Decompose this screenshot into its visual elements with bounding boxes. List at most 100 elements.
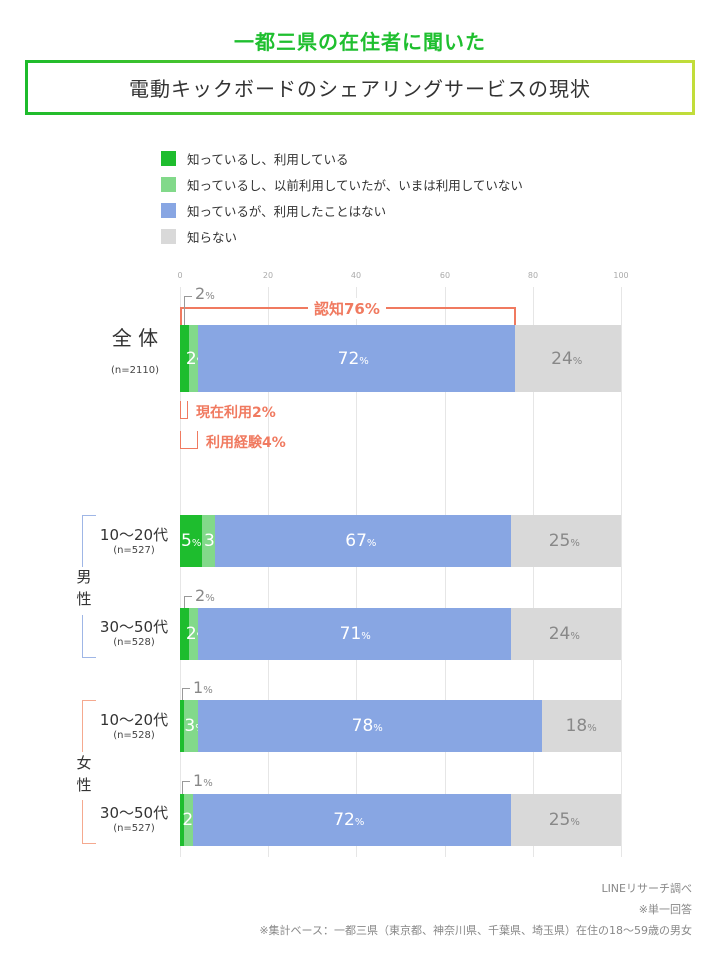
stacked-bar-female-30-50: 2% 72% 25%	[180, 794, 621, 846]
seg-value: 24%	[549, 624, 580, 644]
callout-value: 2%	[195, 586, 215, 605]
seg-unaware: 24%	[515, 325, 621, 392]
pct-sign: %	[203, 685, 213, 696]
chart-title: 電動キックボードのシェアリングサービスの現状	[28, 63, 692, 112]
callout-line	[182, 781, 190, 803]
row-label-male-10-20: 10〜20代 (n=527)	[94, 524, 174, 556]
seg-using: 5%	[180, 515, 203, 567]
female-bracket-bottom	[82, 800, 96, 844]
callout-number: 1	[193, 678, 204, 697]
footer-note-base: ※集計ベース：一都三県（東京都、神奈川県、千葉県、埼玉県）在住の18〜59歳の男…	[259, 924, 692, 937]
callout-line	[184, 296, 192, 346]
gridline	[533, 287, 534, 857]
pct-sign: %	[203, 778, 213, 789]
row-label-male-30-50: 30〜50代 (n=528)	[94, 616, 174, 648]
axis-tick: 20	[262, 271, 274, 280]
seg-aware-not-used: 72%	[193, 794, 511, 846]
male-bracket-top	[82, 515, 96, 567]
pct-sign: %	[354, 817, 365, 828]
legend-item: 知っているし、以前利用していたが、いまは利用していない	[161, 171, 523, 197]
value-number: 3	[204, 531, 215, 551]
stacked-bar-male-10-20: 5% 3% 67% 25%	[180, 515, 621, 567]
callout-number: 1	[193, 771, 204, 790]
callout-number: 2	[195, 586, 206, 605]
row-label-n: (n=527)	[113, 823, 155, 834]
seg-aware-not-used: 78%	[197, 700, 542, 752]
axis-tick: 60	[439, 271, 451, 280]
legend-label: 知らない	[187, 229, 238, 245]
legend-item: 知らない	[161, 223, 523, 249]
pct-sign: %	[572, 355, 583, 367]
seg-using	[180, 608, 189, 660]
legend-swatch-green-icon	[161, 150, 176, 166]
value-number: 25	[548, 810, 571, 830]
seg-used-before: 2%	[185, 325, 206, 392]
value-number: 3	[184, 716, 196, 736]
seg-value: 72%	[333, 810, 364, 830]
pct-sign: %	[359, 355, 369, 367]
value-number: 72	[333, 810, 355, 830]
row-label-total: 全 体 (n=2110)	[100, 322, 170, 376]
gridline	[356, 287, 357, 857]
callout-line	[184, 596, 192, 618]
gridline	[180, 287, 181, 857]
seg-value: 25%	[549, 810, 580, 830]
seg-value: 67%	[345, 531, 376, 551]
pct-sign: %	[587, 723, 597, 734]
row-label-female-30-50: 30〜50代 (n=527)	[94, 802, 174, 834]
value-number: 71	[339, 624, 362, 644]
group-label-female: 女 性	[76, 754, 92, 794]
row-label-main: 30〜50代	[99, 804, 169, 822]
pct-sign: %	[570, 538, 580, 549]
row-label-main: 10〜20代	[99, 526, 169, 544]
legend: 知っているし、利用している 知っているし、以前利用していたが、いまは利用していな…	[161, 145, 523, 249]
pct-sign: %	[366, 538, 377, 549]
value-number: 2	[182, 810, 194, 830]
value-number: 24	[551, 348, 573, 369]
legend-label: 知っているが、利用したことはない	[187, 203, 387, 219]
seg-unaware: 25%	[510, 794, 621, 846]
value-number: 67	[345, 531, 367, 551]
row-label-n: (n=528)	[113, 730, 155, 741]
callout-number: 2	[195, 284, 206, 303]
gridline	[268, 287, 269, 857]
awareness-label: 認知76%	[308, 298, 386, 319]
row-label-main: 30〜50代	[99, 618, 169, 636]
legend-item: 知っているが、利用したことはない	[161, 197, 523, 223]
legend-swatch-gray-icon	[161, 228, 176, 244]
pct-sign: %	[570, 631, 580, 642]
value-number: 2	[185, 348, 197, 369]
row-label-n: (n=527)	[113, 545, 155, 556]
seg-value: 71%	[340, 624, 371, 644]
value-number: 24	[548, 624, 571, 644]
current-use-bracket	[180, 401, 188, 419]
seg-used-before: 3%	[184, 700, 205, 752]
pct-sign: %	[205, 593, 215, 604]
value-number: 5	[181, 531, 192, 551]
pct-sign: %	[205, 291, 215, 302]
seg-value: 5%	[181, 531, 201, 551]
gridline	[621, 287, 622, 857]
legend-item: 知っているし、利用している	[161, 145, 523, 171]
value-number: 2	[185, 624, 197, 644]
seg-value: 25%	[549, 531, 580, 551]
use-experience-bracket	[180, 431, 198, 449]
seg-using	[180, 794, 185, 846]
pct-sign: %	[570, 817, 580, 828]
row-label-n: (n=2110)	[111, 365, 159, 376]
pct-sign: %	[361, 631, 371, 642]
seg-using	[180, 700, 185, 752]
seg-aware-not-used: 72%	[197, 325, 516, 392]
chart-title-box: 電動キックボードのシェアリングサービスの現状	[25, 60, 695, 115]
stacked-bar-female-10-20: 3% 78% 18%	[180, 700, 621, 752]
seg-unaware: 18%	[541, 700, 621, 752]
group-label-male: 男 性	[76, 568, 92, 608]
seg-aware-not-used: 71%	[197, 608, 511, 660]
value-number: 25	[548, 531, 571, 551]
legend-label: 知っているし、利用している	[187, 151, 349, 167]
axis-tick: 80	[527, 271, 539, 280]
pct-sign: %	[373, 723, 383, 734]
callout-value: 1%	[193, 771, 213, 790]
stacked-bar-total: 2% 72% 24%	[180, 325, 621, 392]
callout-value: 1%	[193, 678, 213, 697]
